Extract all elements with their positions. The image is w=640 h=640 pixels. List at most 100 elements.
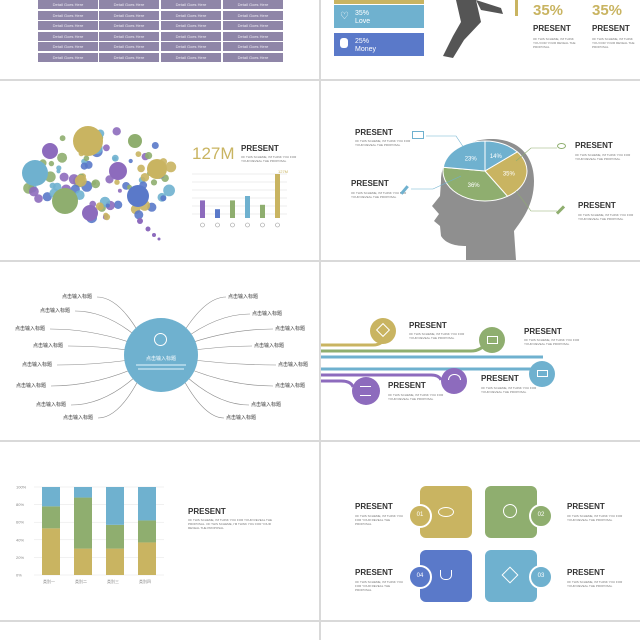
mind-map-branch-label[interactable]: 点击输入标题 bbox=[16, 383, 47, 389]
mind-map-branch-label[interactable]: 点击输入标题 bbox=[275, 383, 306, 389]
mind-map-branch-label[interactable]: 点击输入标题 bbox=[62, 294, 93, 300]
umbrella-icon-circle bbox=[441, 368, 467, 394]
mind-map-branch-label[interactable]: 点击输入标题 bbox=[36, 402, 67, 408]
mind-map-center-circle: 点击输入标题 bbox=[124, 318, 198, 392]
stacked-bar-segment bbox=[106, 487, 124, 525]
mind-map-branch-label[interactable]: 点击输入标题 bbox=[278, 362, 309, 368]
table-cell: Detail Goes Here bbox=[161, 31, 221, 41]
pie-slice bbox=[484, 151, 528, 197]
mind-map-branch-label[interactable]: 点击输入标题 bbox=[40, 308, 71, 314]
branch-line bbox=[181, 365, 274, 387]
bubble bbox=[111, 154, 119, 162]
slide-bubble-cloud[interactable]: 127M PRESENT OF THIS SCHEME, I'M THINK Y… bbox=[0, 81, 319, 260]
bar bbox=[245, 196, 250, 218]
bubble bbox=[34, 194, 43, 203]
bar bbox=[215, 209, 220, 218]
y-tick-label: 20% bbox=[16, 555, 24, 560]
bubble bbox=[74, 174, 87, 187]
stacked-bar-segment bbox=[106, 524, 124, 549]
bubble-large bbox=[42, 143, 58, 159]
present-heading-tr: PRESENT bbox=[575, 141, 613, 150]
brain-pie-chart: 14% 35% 36% 23% bbox=[442, 140, 528, 202]
bubble bbox=[80, 162, 88, 170]
umbrella-icon bbox=[448, 374, 461, 380]
pie-label: 36% bbox=[468, 183, 481, 189]
stat-money-label: Money bbox=[355, 46, 377, 53]
slide-mind-map[interactable]: 点击输入标题 点击输入标题 点击输入标题 点击输入标题 点击输入标题 点击输入标题 点击输… bbox=[0, 262, 319, 440]
quadrant-tl bbox=[420, 486, 472, 538]
mind-map-branch-label[interactable]: 点击输入标题 bbox=[252, 311, 283, 317]
slide-head-pie[interactable]: 14% 35% 36% 23% PRESENT OF THIS SCHEME, I'M… bbox=[321, 81, 640, 260]
table-cell: Detail Goes Here bbox=[223, 31, 283, 41]
slide-partial-bottom-right[interactable] bbox=[321, 622, 640, 640]
stat-bar-top bbox=[334, 0, 424, 4]
mind-map-branch-label[interactable]: 点击输入标题 bbox=[33, 343, 64, 349]
bubble bbox=[137, 164, 145, 173]
slide-stacked-chart[interactable]: 0% 20% 40% 60% 80% 100% 类别一 类别二 类别三 类别四 PRESENT O… bbox=[0, 442, 319, 620]
present-desc-2: OF THIS SCHEME, I'M THINK YOU FOR YOUR R… bbox=[524, 338, 580, 346]
table-cell: Detail Goes Here bbox=[99, 52, 159, 62]
present-desc-3: OF THIS SCHEME, I'M THINK YOU FOR YOUR R… bbox=[481, 386, 537, 394]
stacked-bar-segment bbox=[138, 487, 156, 521]
pie-slice bbox=[442, 140, 486, 172]
stat-love-value: 35% bbox=[355, 10, 370, 17]
branch-line bbox=[70, 372, 141, 406]
present-desc-bl: OF THIS SCHEME, I'M THINK YOU FOR YOUR R… bbox=[355, 580, 404, 592]
pie-label: 14% bbox=[490, 154, 503, 160]
slide-colored-lines[interactable]: PRESENT OF THIS SCHEME, I'M THINK YOU FO… bbox=[321, 262, 640, 440]
bubble bbox=[91, 180, 97, 186]
table-cell: Detail Goes Here bbox=[99, 0, 159, 9]
y-tick-label: 100% bbox=[16, 485, 27, 490]
bar bbox=[200, 200, 205, 218]
step-01-badge: 01 bbox=[408, 504, 432, 528]
bar bbox=[275, 174, 280, 218]
mind-map-branch-label[interactable]: 点击输入标题 bbox=[63, 415, 94, 421]
slide-partial-bottom-left[interactable] bbox=[0, 622, 319, 640]
bubble bbox=[57, 152, 68, 163]
bubble bbox=[112, 127, 121, 136]
heart-icon: ♡ bbox=[340, 11, 349, 22]
bubble-large bbox=[52, 188, 78, 214]
center-desc-line bbox=[138, 368, 184, 370]
scale-icon-circle bbox=[352, 377, 380, 405]
bubble bbox=[56, 165, 62, 171]
slide-quadrant-process[interactable]: 01 02 03 04 PRESENT OF THIS SCHEME, I'M … bbox=[321, 442, 640, 620]
stat-love-label: Love bbox=[355, 18, 371, 25]
cart-icon-circle bbox=[529, 361, 555, 387]
mind-map-branch-label[interactable]: 点击输入标题 bbox=[22, 362, 53, 368]
slide-runner-stats[interactable]: ♡ 35% Love 25% Money 35% 35% PRESENT PRE… bbox=[321, 0, 640, 79]
eye-icon bbox=[438, 507, 454, 517]
table-cell: Detail Goes Here bbox=[223, 0, 283, 9]
mind-map-branch-label[interactable]: 点击输入标题 bbox=[15, 326, 46, 332]
present-desc-2: OF THIS SCHEME, I'M THINK YOU FOR YOUR R… bbox=[592, 37, 635, 49]
bubble bbox=[103, 213, 111, 221]
bubble-tail bbox=[152, 233, 156, 237]
step-03-badge: 03 bbox=[529, 565, 553, 589]
mind-map-branch-label[interactable]: 点击输入标题 bbox=[251, 402, 282, 408]
weibo-icon bbox=[230, 222, 235, 228]
table-cell: Detail Goes Here bbox=[38, 42, 98, 51]
present-heading-tr: PRESENT bbox=[567, 502, 605, 511]
mind-map-branch-label[interactable]: 点击输入标题 bbox=[275, 326, 306, 332]
cart-icon bbox=[537, 370, 548, 377]
bubble-large bbox=[128, 134, 142, 148]
globe-icon bbox=[154, 333, 167, 346]
present-heading-2: PRESENT bbox=[592, 24, 630, 33]
x-tick-label: 类别二 bbox=[75, 578, 87, 584]
mind-map-branch-label[interactable]: 点击输入标题 bbox=[254, 343, 285, 349]
present-desc-ml: OF THIS SCHEME, I'M THINK YOU FOR YOUR R… bbox=[351, 191, 407, 199]
step-04-badge: 04 bbox=[408, 565, 432, 589]
mind-map-branch-label[interactable]: 点击输入标题 bbox=[226, 415, 257, 421]
x-tick-label: 类别三 bbox=[107, 578, 119, 584]
qq-icon bbox=[275, 222, 280, 228]
mind-map-branch-label[interactable]: 点击输入标题 bbox=[228, 294, 259, 300]
present-heading-1: PRESENT bbox=[533, 24, 571, 33]
present-desc-tl: OF THIS SCHEME, I'M THINK YOU FOR YOUR R… bbox=[355, 514, 404, 526]
y-tick-label: 0% bbox=[16, 573, 22, 578]
bubble bbox=[29, 186, 39, 197]
big-stat-1: 35% bbox=[533, 2, 564, 19]
trophy-icon bbox=[440, 570, 452, 580]
table-cell: Detail Goes Here bbox=[38, 10, 98, 20]
slide-table[interactable]: Detail Goes Here Detail Goes Here Detail G… bbox=[0, 0, 319, 79]
clock-icon bbox=[503, 504, 517, 518]
